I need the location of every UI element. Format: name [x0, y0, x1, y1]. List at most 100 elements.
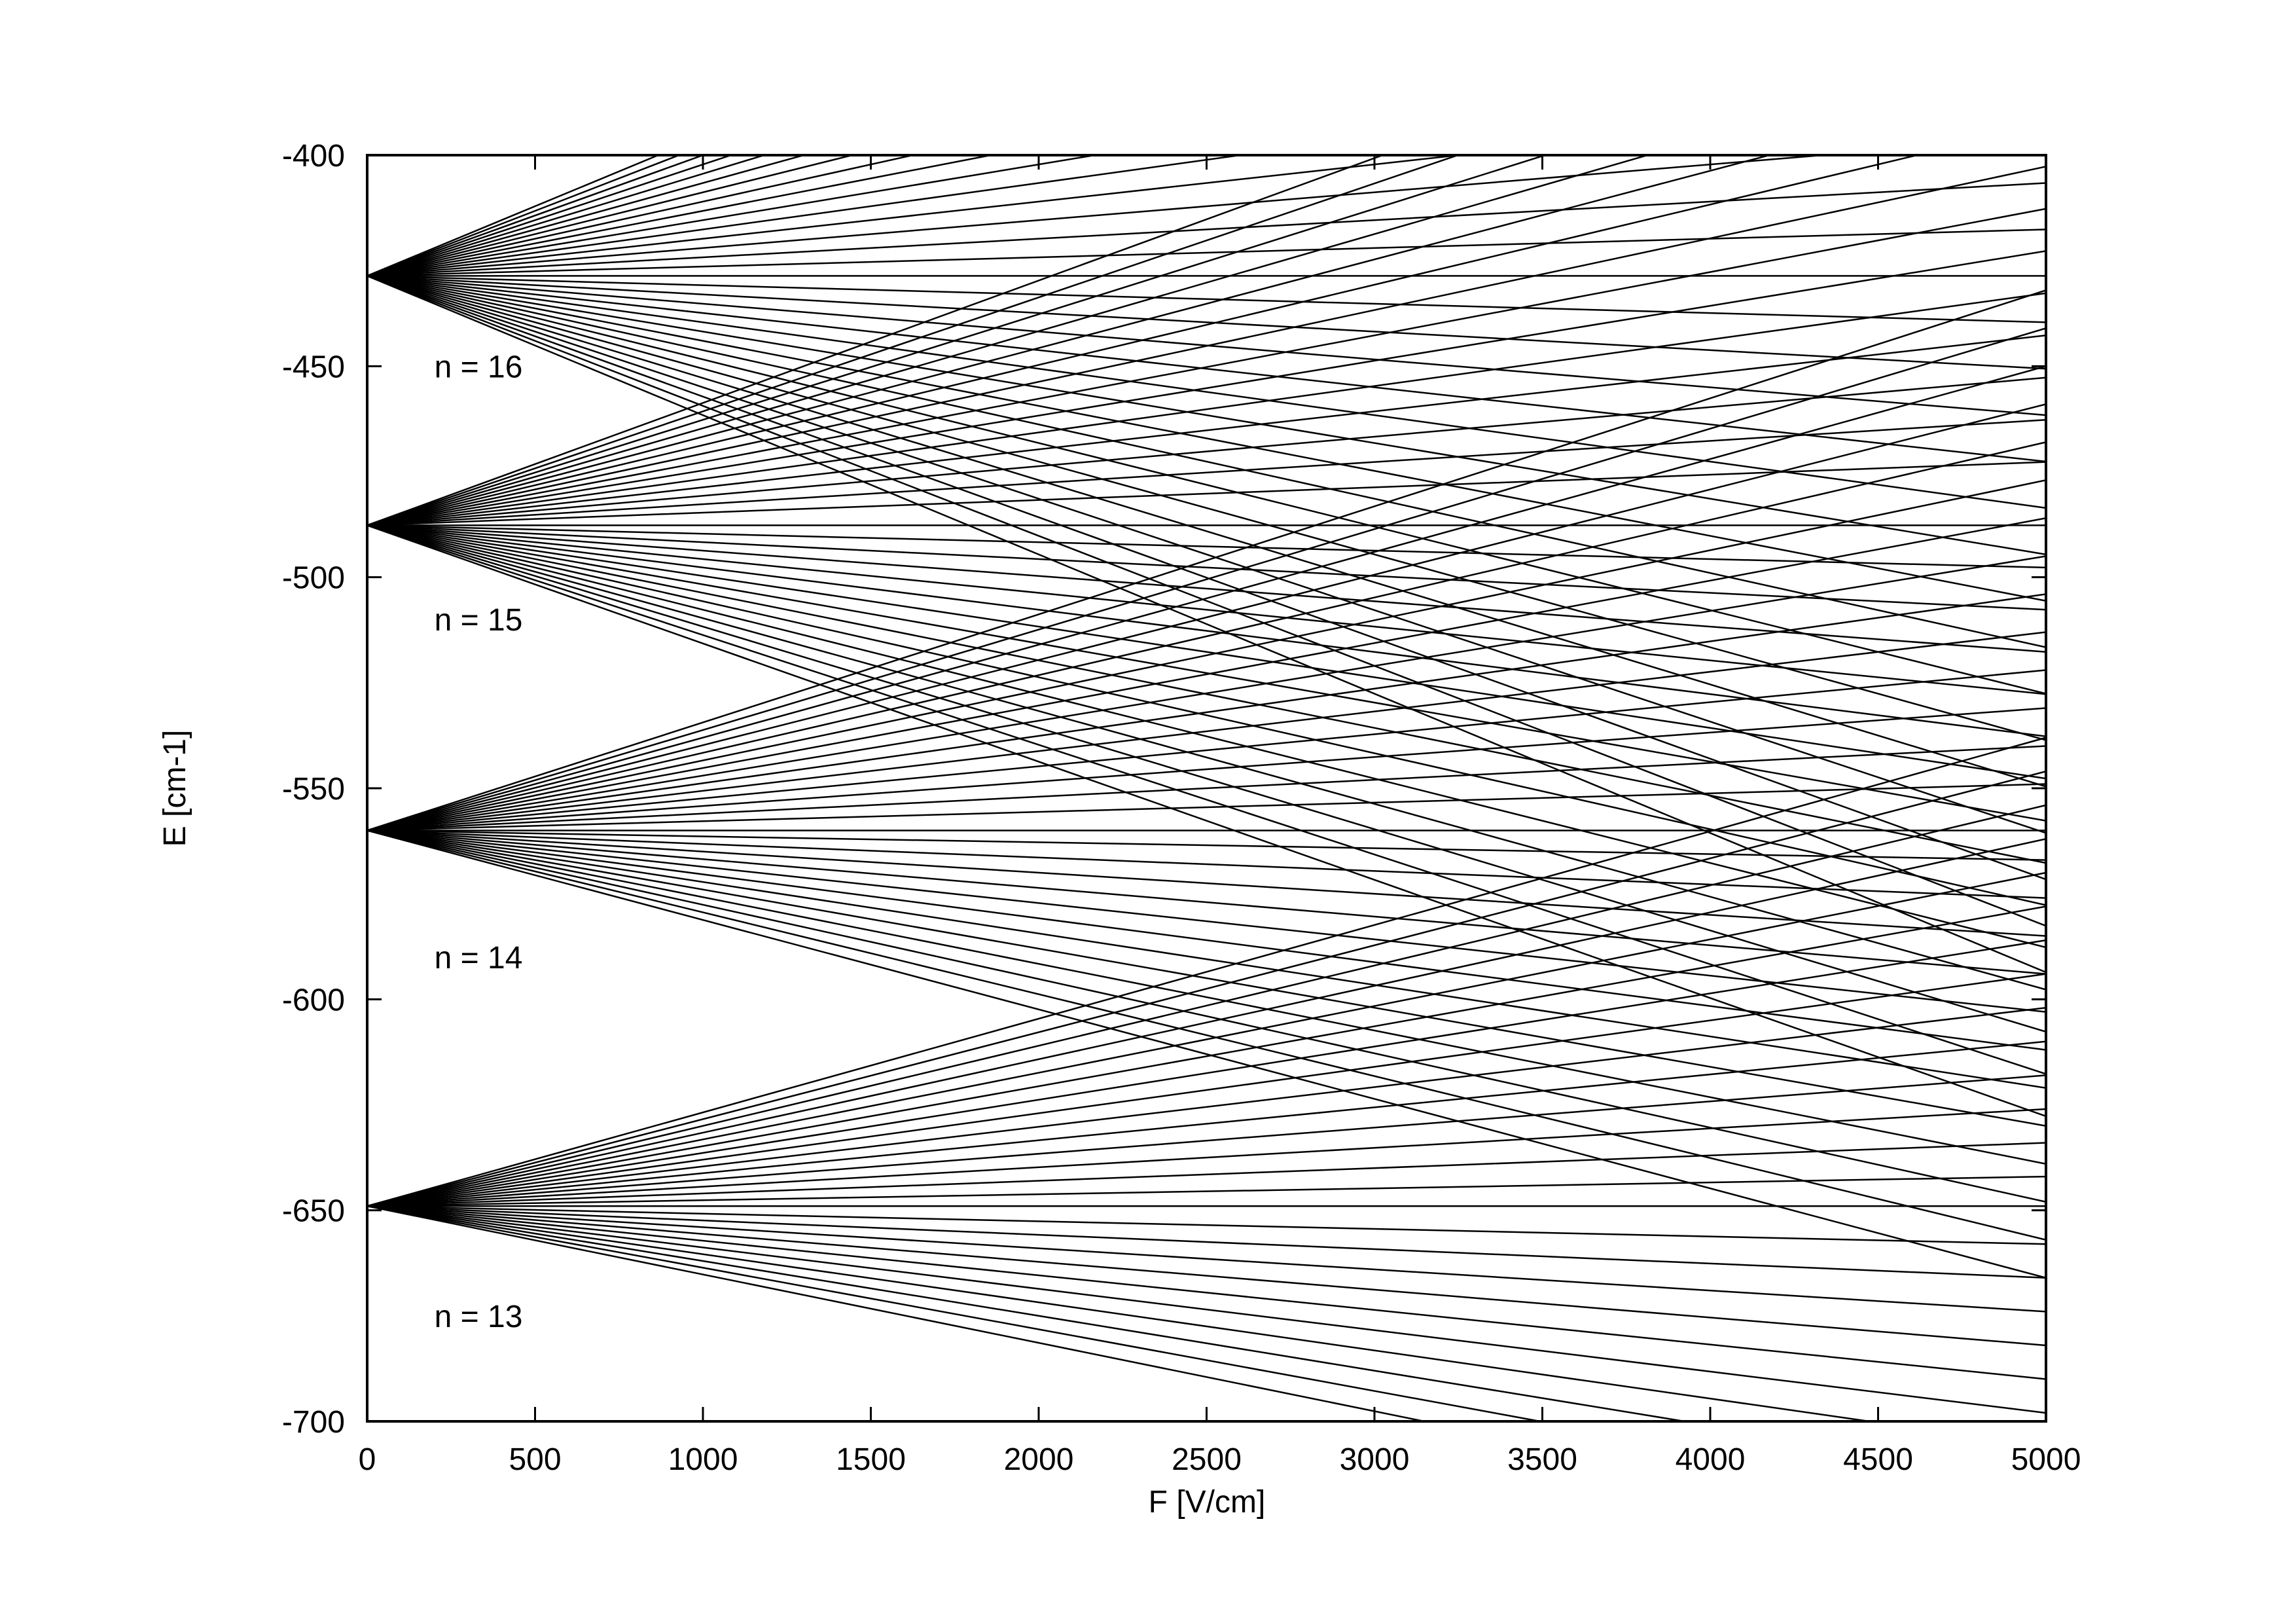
stark-level-line	[367, 1205, 2046, 1313]
y-tick-label: -500	[282, 561, 345, 596]
stark-level-line	[367, 830, 2046, 937]
x-tick-label: 4000	[1676, 1442, 1746, 1477]
stark-level-line	[367, 1205, 2046, 1279]
stark-level-line	[367, 524, 2046, 737]
y-tick-label: -450	[282, 350, 345, 384]
y-tick-label: -700	[282, 1405, 345, 1440]
stark-level-line	[367, 771, 2046, 1207]
stark-level-line	[367, 783, 2046, 831]
stark-level-line	[367, 155, 1548, 526]
stark-level-line	[367, 745, 2046, 831]
stark-level-line	[367, 1205, 1875, 1421]
x-tick-label: 2000	[1004, 1442, 1074, 1477]
stark-level-line	[367, 524, 2046, 991]
stark-level-line	[367, 292, 2046, 526]
stark-level-line	[367, 905, 2046, 1207]
stark-level-line	[367, 275, 2046, 323]
x-tick-label: 500	[509, 1442, 561, 1477]
stark-level-line	[367, 155, 681, 277]
stark-level-line	[367, 1074, 2046, 1207]
x-tick-label: 4500	[1843, 1442, 1913, 1477]
stark-level-line	[367, 275, 2046, 741]
stark-level-line	[367, 973, 2046, 1207]
x-tick-label: 0	[359, 1442, 376, 1477]
stark-level-line	[367, 524, 2046, 695]
x-tick-label: 2500	[1172, 1442, 1242, 1477]
stark-level-line	[367, 830, 2046, 1165]
stark-level-line	[367, 871, 2046, 1207]
stark-level-line	[367, 1108, 2046, 1207]
stark-level-line	[367, 166, 2046, 526]
manifold-label: n = 16	[435, 350, 523, 384]
stark-level-line	[367, 155, 807, 277]
stark-level-line	[367, 524, 2046, 611]
stark-level-line	[367, 155, 917, 277]
stark-level-line	[367, 1142, 2046, 1207]
stark-level-line	[367, 939, 2046, 1207]
stark-level-line	[367, 830, 2046, 1203]
manifold-n16	[367, 155, 2046, 974]
stark-level-line	[367, 275, 2046, 602]
y-tick-label: -550	[282, 772, 345, 807]
stark-level-line	[367, 418, 2046, 526]
stark-level-line	[367, 524, 2046, 653]
stark-level-line	[367, 1175, 2046, 1207]
stark-level-line	[367, 365, 2046, 831]
stark-level-line	[367, 1205, 1545, 1421]
stark-level-line	[367, 517, 2046, 831]
stark-level-line	[367, 155, 856, 277]
manifold-n14	[367, 289, 2046, 1279]
stark-level-line	[367, 441, 2046, 831]
stark-level-line	[367, 228, 2046, 277]
y-tick-label: -600	[282, 983, 345, 1017]
label-layer: n = 16 n = 15 n = 14 n = 13	[435, 350, 523, 1334]
stark-level-line	[367, 155, 660, 277]
tick-layer: 0 500 1000 1500 2000 2500 3000 3500 4000 4500 5000…	[282, 139, 2081, 1477]
stark-level-line	[367, 524, 2046, 569]
stark-level-line	[367, 403, 2046, 831]
stark-level-line	[367, 524, 2046, 1075]
stark-level-line	[367, 335, 2046, 526]
stark-level-line	[367, 376, 2046, 526]
stark-level-line	[367, 155, 706, 277]
stark-level-line	[367, 737, 2046, 1207]
x-tick-label: 5000	[2011, 1442, 2081, 1477]
stark-level-line	[367, 208, 2046, 526]
stark-level-line	[367, 707, 2046, 831]
stark-level-line	[367, 830, 2046, 899]
stark-level-line	[367, 1040, 2046, 1207]
stark-level-line	[367, 182, 2046, 277]
stark-level-line	[367, 524, 2046, 1033]
stark-level-line	[367, 555, 2046, 831]
x-tick-label: 1500	[836, 1442, 906, 1477]
stark-level-line	[367, 830, 2046, 1089]
stark-level-line	[367, 524, 2046, 949]
stark-level-line	[367, 524, 2046, 864]
x-tick-label: 3500	[1507, 1442, 1577, 1477]
stark-level-line	[367, 275, 2046, 927]
stark-level-line	[367, 155, 1466, 277]
stark-level-line	[367, 275, 2046, 881]
stark-level-line	[367, 524, 2046, 780]
manifold-n13	[367, 737, 2046, 1421]
stark-level-line	[367, 1205, 2046, 1245]
stark-level-line	[367, 289, 2046, 831]
stark-level-line	[367, 155, 996, 277]
stark-level-line	[367, 155, 1921, 526]
stark-level-line	[367, 155, 734, 277]
stark-level-line	[367, 275, 2046, 370]
stark-level-line	[367, 275, 2046, 695]
stark-level-line	[367, 275, 2046, 834]
stark-level-line	[367, 275, 2046, 463]
stark-level-line	[367, 275, 2046, 556]
stark-level-line	[367, 830, 2046, 1127]
stark-level-line	[367, 524, 2046, 1118]
x-axis-title: F [V/cm]	[1149, 1485, 1266, 1520]
stark-level-line	[367, 804, 2046, 1207]
stark-level-line	[367, 838, 2046, 1207]
stark-level-line	[367, 479, 2046, 831]
stark-level-line	[367, 250, 2046, 526]
stark-level-line	[367, 327, 2046, 831]
x-tick-label: 1000	[668, 1442, 738, 1477]
